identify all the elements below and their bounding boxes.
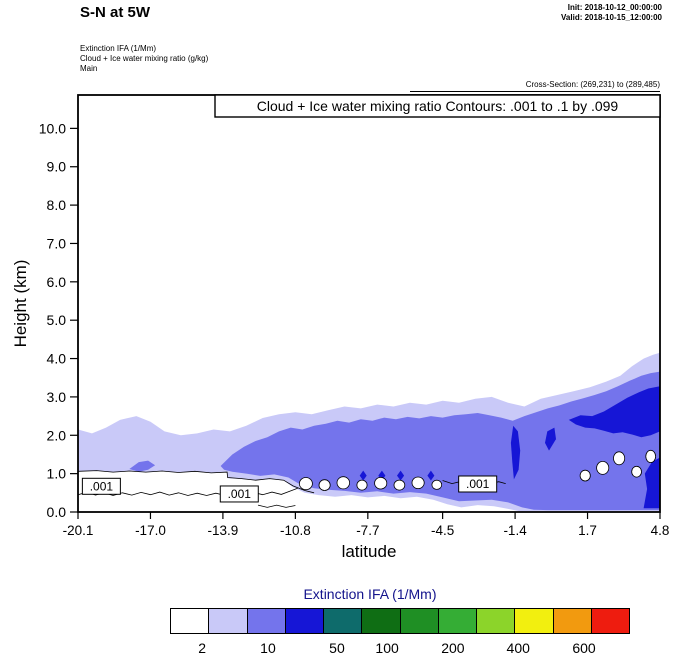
x-tick-label: -20.1 (63, 523, 94, 538)
colorbar-cell (438, 609, 477, 633)
contour-fill-level3 (427, 470, 435, 481)
colorbar-bar (170, 608, 630, 634)
y-tick-label: 7.0 (47, 235, 67, 251)
colorbar-tick-label: 100 (375, 640, 399, 656)
colorbar-tick-label: 400 (506, 640, 530, 656)
field-legend: Extinction IFA (1/Mm) Cloud + Ice water … (80, 44, 208, 74)
x-axis-title: latitude (342, 542, 397, 561)
colorbar-cell (553, 609, 592, 633)
init-time: Init: 2018-10-12_00:00:00 (567, 3, 662, 12)
contour-fill-level3 (568, 386, 660, 438)
y-tick-label: 6.0 (47, 274, 67, 290)
plot-title: Cloud + Ice water mixing ratio Contours:… (257, 98, 619, 114)
y-tick-label: 5.0 (47, 312, 67, 328)
x-tick-label: -13.9 (208, 523, 239, 538)
colorbar-tick-label: 50 (329, 640, 345, 656)
colorbar-cell (209, 609, 248, 633)
y-tick-label: 8.0 (47, 197, 67, 213)
colorbar-cell (285, 609, 324, 633)
cross-section-plot: .001 .001 .001 -20.1 -17.0 -13.9 -10.8 -7.7 -4.5… (11, 94, 670, 561)
contour-hole (613, 451, 626, 466)
legend-line-mixing-ratio: Cloud + Ice water mixing ratio (g/kg) (80, 54, 209, 63)
colorbar-title: Extinction IFA (1/Mm) (303, 586, 437, 602)
contour-label-box (219, 485, 259, 503)
contour-hole (645, 449, 656, 463)
y-tick-label: 3.0 (47, 389, 67, 405)
x-tick-label: -10.8 (280, 523, 311, 538)
colorbar-cell (362, 609, 401, 633)
legend-line-main: Main (80, 64, 98, 73)
contour-fill-level3 (545, 427, 556, 451)
colorbar-labels: 2 10 50 100 200 400 600 (170, 640, 630, 658)
contour-label-box (458, 475, 498, 493)
x-tick-label: -1.4 (503, 523, 527, 538)
y-axis-title: Height (km) (11, 260, 30, 348)
contour-hole (318, 479, 331, 491)
colorbar-tick-label: 2 (198, 640, 207, 656)
x-tick-label: -17.0 (135, 523, 166, 538)
colorbar-cell (400, 609, 439, 633)
x-tick-label: 4.8 (651, 523, 670, 538)
colorbar-tick-label: 600 (572, 640, 596, 656)
valid-time: Valid: 2018-10-15_12:00:00 (561, 13, 662, 22)
x-tick-label: -7.7 (356, 523, 379, 538)
contour-line (77, 487, 298, 496)
contour-hole (631, 465, 642, 478)
contour-fill-level3 (643, 457, 660, 509)
contour-label: .001 (466, 477, 490, 491)
colorbar-cell (324, 609, 363, 633)
plot-title-box (214, 94, 661, 118)
y-tick-label: 1.0 (47, 466, 67, 482)
colorbar-cell (591, 609, 629, 633)
init-valid-times: Init: 2018-10-12_00:00:00 Valid: 2018-10… (561, 3, 662, 23)
y-tick-label: 2.0 (47, 427, 67, 443)
legend-line-extinction: Extinction IFA (1/Mm) (80, 44, 157, 53)
cross-section-label: Cross-Section: (269,231) to (289,485) (410, 80, 660, 92)
contour-label-box (81, 477, 121, 495)
contour-hole (596, 460, 610, 475)
contour-fill-level2 (129, 460, 156, 472)
y-tick-label: 9.0 (47, 159, 67, 175)
contour-fill-level3 (359, 470, 367, 481)
contour-hole (336, 476, 351, 490)
colorbar-tick-label: 200 (441, 640, 465, 656)
contour-hole (579, 469, 591, 482)
colorbar-cell (477, 609, 516, 633)
colorbar-cell (247, 609, 286, 633)
colorbar-cell (515, 609, 554, 633)
contour-label: .001 (228, 487, 252, 501)
contour-hole (411, 476, 425, 490)
contour-fill-level3 (397, 470, 405, 481)
contour-line (257, 504, 296, 508)
contour-fill-level3 (510, 425, 521, 480)
contour-line (77, 470, 315, 494)
contour-hole (356, 479, 368, 491)
contour-label: .001 (90, 479, 114, 493)
plot-main-title: S-N at 5W (80, 4, 151, 21)
y-tick-label: 10.0 (39, 120, 66, 136)
x-tick-label: 1.7 (578, 523, 597, 538)
colorbar-tick-label: 10 (260, 640, 276, 656)
y-tick-label: 0.0 (47, 504, 67, 520)
colorbar-cell (171, 609, 210, 633)
contour-fill-level2 (220, 371, 660, 511)
contour-hole (393, 479, 406, 491)
contour-hole (298, 477, 313, 491)
contour-hole (374, 477, 388, 490)
contour-hole (431, 479, 443, 490)
y-tick-label: 4.0 (47, 351, 67, 367)
x-tick-label: -4.5 (431, 523, 454, 538)
